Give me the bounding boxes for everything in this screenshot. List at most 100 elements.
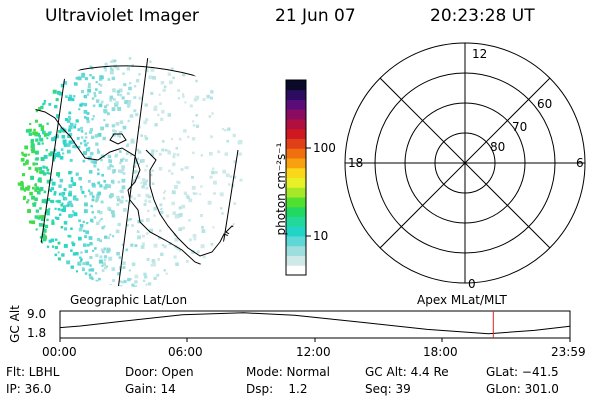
emission-pixel: [188, 219, 191, 222]
emission-pixel: [56, 114, 60, 118]
emission-pixel: [48, 172, 51, 175]
emission-pixel: [173, 255, 177, 259]
emission-pixel: [36, 190, 41, 195]
emission-pixel: [49, 200, 53, 203]
emission-pixel: [169, 80, 173, 85]
emission-pixel: [74, 82, 78, 86]
emission-pixel: [148, 200, 152, 203]
emission-pixel: [50, 199, 55, 204]
emission-pixel: [107, 166, 111, 170]
emission-pixel: [133, 285, 138, 287]
emission-pixel: [95, 142, 99, 146]
emission-pixel: [84, 272, 88, 275]
emission-pixel: [52, 158, 55, 162]
emission-pixel: [52, 89, 57, 94]
emission-pixel: [159, 203, 163, 207]
emission-pixel: [132, 179, 137, 183]
emission-pixel: [106, 103, 109, 107]
emission-pixel: [147, 282, 152, 286]
emission-pixel: [178, 249, 181, 252]
emission-pixel: [138, 73, 141, 76]
emission-pixel: [70, 249, 73, 252]
emission-pixel: [43, 190, 47, 194]
colorbar-band: [286, 119, 306, 130]
emission-pixel: [43, 100, 47, 103]
emission-pixel: [111, 214, 116, 218]
emission-pixel: [142, 181, 147, 186]
emission-pixel: [34, 131, 38, 136]
emission-pixel: [121, 195, 124, 199]
colorbar-unit-label: photon cm⁻²s⁻¹: [274, 142, 288, 236]
emission-pixel: [109, 164, 113, 168]
emission-pixel: [75, 198, 79, 201]
emission-pixel: [116, 67, 120, 71]
emission-pixel: [159, 102, 162, 105]
emission-pixel: [63, 221, 68, 225]
emission-pixel: [200, 154, 203, 157]
emission-pixel: [67, 128, 72, 132]
emission-pixel: [116, 90, 120, 94]
emission-pixel: [53, 191, 57, 194]
gc-alt-info: GC Alt: 4.4 Re: [365, 365, 449, 379]
emission-pixel: [36, 132, 41, 137]
emission-pixel: [43, 132, 47, 136]
emission-pixel: [178, 97, 180, 100]
emission-pixel: [84, 202, 88, 207]
emission-pixel: [87, 180, 91, 183]
emission-pixel: [47, 198, 51, 201]
emission-pixel: [192, 124, 196, 127]
emission-pixel: [141, 242, 145, 246]
emission-pixel: [96, 221, 100, 226]
emission-pixel: [35, 119, 38, 123]
emission-pixel: [104, 235, 108, 239]
emission-pixel: [195, 95, 200, 100]
emission-pixel: [116, 203, 120, 206]
emission-pixel: [211, 170, 215, 175]
emission-pixel: [188, 238, 192, 242]
emission-pixel: [98, 90, 102, 94]
emission-pixel: [68, 171, 72, 175]
emission-pixel: [59, 178, 64, 183]
emission-pixel: [120, 158, 124, 162]
colorbar-band: [286, 245, 306, 256]
emission-pixel: [99, 239, 102, 243]
emission-pixel: [144, 136, 149, 141]
colorbar-band: [286, 255, 306, 266]
emission-pixel: [99, 211, 103, 215]
emission-pixel: [159, 210, 164, 215]
dsp-info: Dsp: 1.2: [246, 382, 308, 396]
emission-pixel: [91, 135, 95, 139]
emission-pixel: [27, 153, 30, 156]
emission-pixel: [171, 190, 176, 195]
emission-pixel: [155, 149, 158, 153]
emission-pixel: [112, 279, 115, 282]
emission-pixel: [81, 72, 86, 77]
emission-pixel: [23, 195, 26, 199]
emission-pixel: [122, 72, 125, 75]
emission-pixel: [195, 114, 198, 117]
emission-pixel: [120, 189, 124, 194]
emission-pixel: [136, 157, 140, 161]
emission-pixel: [103, 180, 107, 183]
emission-pixel: [160, 81, 165, 85]
emission-pixel: [131, 262, 136, 267]
colorbar-band: [286, 265, 306, 276]
emission-pixel: [40, 105, 44, 110]
emission-pixel: [150, 152, 154, 157]
emission-pixel: [99, 84, 103, 87]
emission-pixel: [80, 126, 83, 130]
emission-pixel: [79, 256, 82, 259]
emission-pixel: [233, 160, 237, 164]
emission-pixel: [79, 262, 82, 265]
emission-pixel: [140, 245, 145, 249]
emission-pixel: [151, 259, 156, 263]
colorbar-band: [286, 99, 306, 110]
emission-pixel: [68, 117, 72, 120]
emission-pixel: [160, 207, 163, 210]
emission-pixel: [113, 98, 116, 101]
emission-pixel: [140, 181, 143, 184]
emission-pixel: [122, 157, 125, 160]
emission-pixel: [161, 148, 165, 152]
emission-pixel: [160, 117, 164, 121]
emission-pixel: [134, 274, 139, 279]
